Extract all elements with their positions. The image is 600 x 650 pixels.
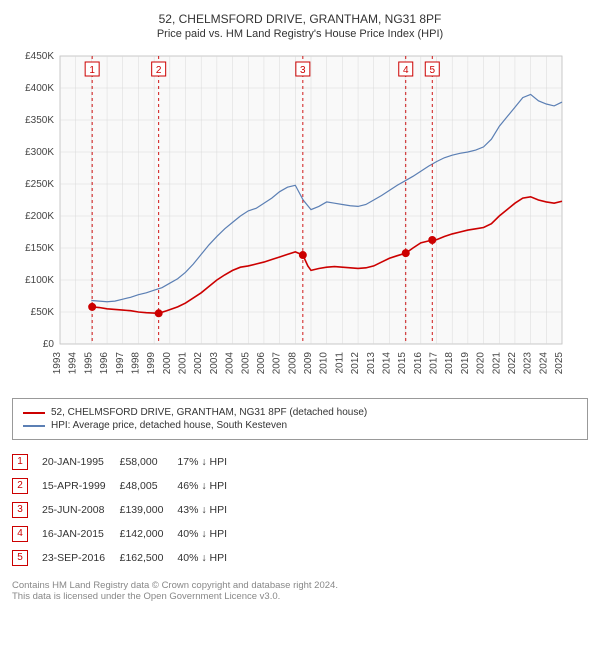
legend: 52, CHELMSFORD DRIVE, GRANTHAM, NG31 8PF… xyxy=(12,398,588,440)
footer-line1: Contains HM Land Registry data © Crown c… xyxy=(12,580,588,591)
svg-text:£450K: £450K xyxy=(25,51,54,62)
svg-text:1998: 1998 xyxy=(130,352,141,375)
svg-text:1994: 1994 xyxy=(68,352,79,375)
transaction-row: 3 25-JUN-2008£139,00043% ↓ HPI xyxy=(12,498,241,522)
svg-text:1995: 1995 xyxy=(83,352,94,375)
svg-text:2014: 2014 xyxy=(381,352,392,375)
transaction-marker: 3 xyxy=(12,502,28,518)
footer: Contains HM Land Registry data © Crown c… xyxy=(12,580,588,602)
transaction-diff: 46% ↓ HPI xyxy=(177,474,241,498)
svg-text:2022: 2022 xyxy=(507,352,518,375)
svg-text:2005: 2005 xyxy=(240,352,251,375)
svg-text:4: 4 xyxy=(403,65,409,76)
transaction-row: 1 20-JAN-1995£58,00017% ↓ HPI xyxy=(12,450,241,474)
transaction-diff: 17% ↓ HPI xyxy=(177,450,241,474)
transaction-price: £58,000 xyxy=(120,450,178,474)
svg-text:1999: 1999 xyxy=(146,352,157,375)
transaction-price: £139,000 xyxy=(120,498,178,522)
footer-line2: This data is licensed under the Open Gov… xyxy=(12,591,588,602)
svg-text:2017: 2017 xyxy=(429,352,440,375)
transactions-table: 1 20-JAN-1995£58,00017% ↓ HPI 2 15-APR-1999… xyxy=(12,450,241,570)
svg-text:5: 5 xyxy=(429,65,435,76)
svg-text:2009: 2009 xyxy=(303,352,314,375)
legend-swatch-hpi xyxy=(23,425,45,427)
svg-text:2019: 2019 xyxy=(460,352,471,375)
chart-subtitle: Price paid vs. HM Land Registry's House … xyxy=(12,28,588,40)
transaction-date: 15-APR-1999 xyxy=(42,474,120,498)
svg-text:1996: 1996 xyxy=(99,352,110,375)
chart-container: £0 £50K £100K £150K £200K £250K £300K £350K £400… xyxy=(12,50,588,390)
transaction-diff: 40% ↓ HPI xyxy=(177,522,241,546)
transaction-date: 25-JUN-2008 xyxy=(42,498,120,522)
svg-text:2: 2 xyxy=(156,65,162,76)
price-chart: £0 £50K £100K £150K £200K £250K £300K £350K £400… xyxy=(12,50,572,390)
svg-text:2006: 2006 xyxy=(256,352,267,375)
transaction-row: 5 23-SEP-2016£162,50040% ↓ HPI xyxy=(12,546,241,570)
svg-text:2018: 2018 xyxy=(444,352,455,375)
svg-text:2023: 2023 xyxy=(523,352,534,375)
transaction-marker: 1 xyxy=(12,454,28,470)
legend-label-hpi: HPI: Average price, detached house, Sout… xyxy=(51,420,287,431)
svg-text:2007: 2007 xyxy=(272,352,283,375)
transaction-price: £142,000 xyxy=(120,522,178,546)
transaction-date: 23-SEP-2016 xyxy=(42,546,120,570)
transaction-date: 16-JAN-2015 xyxy=(42,522,120,546)
legend-item-price: 52, CHELMSFORD DRIVE, GRANTHAM, NG31 8PF… xyxy=(23,407,577,418)
svg-text:2015: 2015 xyxy=(397,352,408,375)
legend-label-price: 52, CHELMSFORD DRIVE, GRANTHAM, NG31 8PF… xyxy=(51,407,367,418)
transaction-row: 4 16-JAN-2015£142,00040% ↓ HPI xyxy=(12,522,241,546)
svg-text:2001: 2001 xyxy=(178,352,189,375)
svg-text:£0: £0 xyxy=(43,339,55,350)
svg-text:£50K: £50K xyxy=(31,307,55,318)
svg-text:£400K: £400K xyxy=(25,83,54,94)
svg-text:2010: 2010 xyxy=(319,352,330,375)
svg-text:2003: 2003 xyxy=(209,352,220,375)
transaction-row: 2 15-APR-1999£48,00546% ↓ HPI xyxy=(12,474,241,498)
svg-text:£300K: £300K xyxy=(25,147,54,158)
svg-text:£100K: £100K xyxy=(25,275,54,286)
svg-text:3: 3 xyxy=(300,65,306,76)
transaction-price: £162,500 xyxy=(120,546,178,570)
svg-text:2024: 2024 xyxy=(538,352,549,375)
svg-text:£250K: £250K xyxy=(25,179,54,190)
svg-text:2008: 2008 xyxy=(287,352,298,375)
svg-text:£150K: £150K xyxy=(25,243,54,254)
svg-text:2012: 2012 xyxy=(350,352,361,375)
svg-text:1: 1 xyxy=(89,65,95,76)
svg-text:2020: 2020 xyxy=(476,352,487,375)
svg-text:2025: 2025 xyxy=(554,352,565,375)
legend-swatch-price xyxy=(23,412,45,414)
svg-text:2013: 2013 xyxy=(366,352,377,375)
svg-text:2011: 2011 xyxy=(334,352,345,374)
transaction-marker: 5 xyxy=(12,550,28,566)
svg-text:£200K: £200K xyxy=(25,211,54,222)
transaction-diff: 43% ↓ HPI xyxy=(177,498,241,522)
legend-item-hpi: HPI: Average price, detached house, Sout… xyxy=(23,420,577,431)
svg-text:1993: 1993 xyxy=(52,352,63,375)
transaction-marker: 4 xyxy=(12,526,28,542)
svg-text:2002: 2002 xyxy=(193,352,204,375)
transaction-date: 20-JAN-1995 xyxy=(42,450,120,474)
transaction-marker: 2 xyxy=(12,478,28,494)
svg-text:£350K: £350K xyxy=(25,115,54,126)
transaction-price: £48,005 xyxy=(120,474,178,498)
svg-text:1997: 1997 xyxy=(115,352,126,375)
svg-text:2004: 2004 xyxy=(225,352,236,375)
chart-title: 52, CHELMSFORD DRIVE, GRANTHAM, NG31 8PF xyxy=(12,12,588,26)
svg-text:2021: 2021 xyxy=(491,352,502,375)
svg-text:2016: 2016 xyxy=(413,352,424,375)
transaction-diff: 40% ↓ HPI xyxy=(177,546,241,570)
svg-text:2000: 2000 xyxy=(162,352,173,375)
